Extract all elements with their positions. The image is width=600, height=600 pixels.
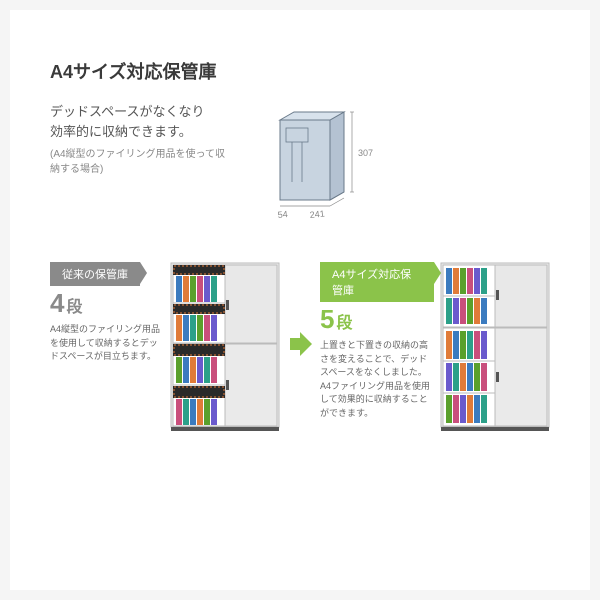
dim-height: 307 xyxy=(358,148,373,158)
page-title: A4サイズ対応保管庫 xyxy=(50,58,550,84)
arrow-icon xyxy=(288,332,312,356)
before-unit: 段 xyxy=(66,293,82,317)
before-cabinet xyxy=(170,262,280,432)
sub-note: (A4縦型のファイリング用品を使って収納する場合) xyxy=(50,147,230,177)
after-count: 5 xyxy=(320,304,334,335)
after-tag: A4サイズ対応保管庫 xyxy=(320,262,434,302)
dim-width: 241 xyxy=(309,208,325,220)
before-tag: 従来の保管庫 xyxy=(50,262,140,286)
dim-depth: 54 xyxy=(277,209,288,220)
before-count: 4 xyxy=(50,288,64,319)
after-cabinet xyxy=(440,262,550,432)
header-section: デッドスペースがなくなり 効率的に収納できます。 (A4縦型のファイリング用品を… xyxy=(50,102,550,232)
lead-text-2: 効率的に収納できます。 xyxy=(50,122,230,142)
after-unit: 段 xyxy=(336,309,352,333)
file-dimension-diagram: 307 241 54 xyxy=(250,102,390,232)
lead-text-1: デッドスペースがなくなり xyxy=(50,102,230,122)
after-desc: 上置きと下置きの収納の高さを変えることで、デッドスペースをなくしました。A4ファ… xyxy=(320,339,434,420)
before-desc: A4縦型のファイリング用品を使用して収納するとデッドスペースが目立ちます。 xyxy=(50,323,164,364)
before-column: 従来の保管庫 4 段 A4縦型のファイリング用品を使用して収納するとデッドスペー… xyxy=(50,262,280,432)
comparison-row: 従来の保管庫 4 段 A4縦型のファイリング用品を使用して収納するとデッドスペー… xyxy=(50,262,550,432)
after-column: A4サイズ対応保管庫 5 段 上置きと下置きの収納の高さを変えることで、デッドス… xyxy=(320,262,550,432)
